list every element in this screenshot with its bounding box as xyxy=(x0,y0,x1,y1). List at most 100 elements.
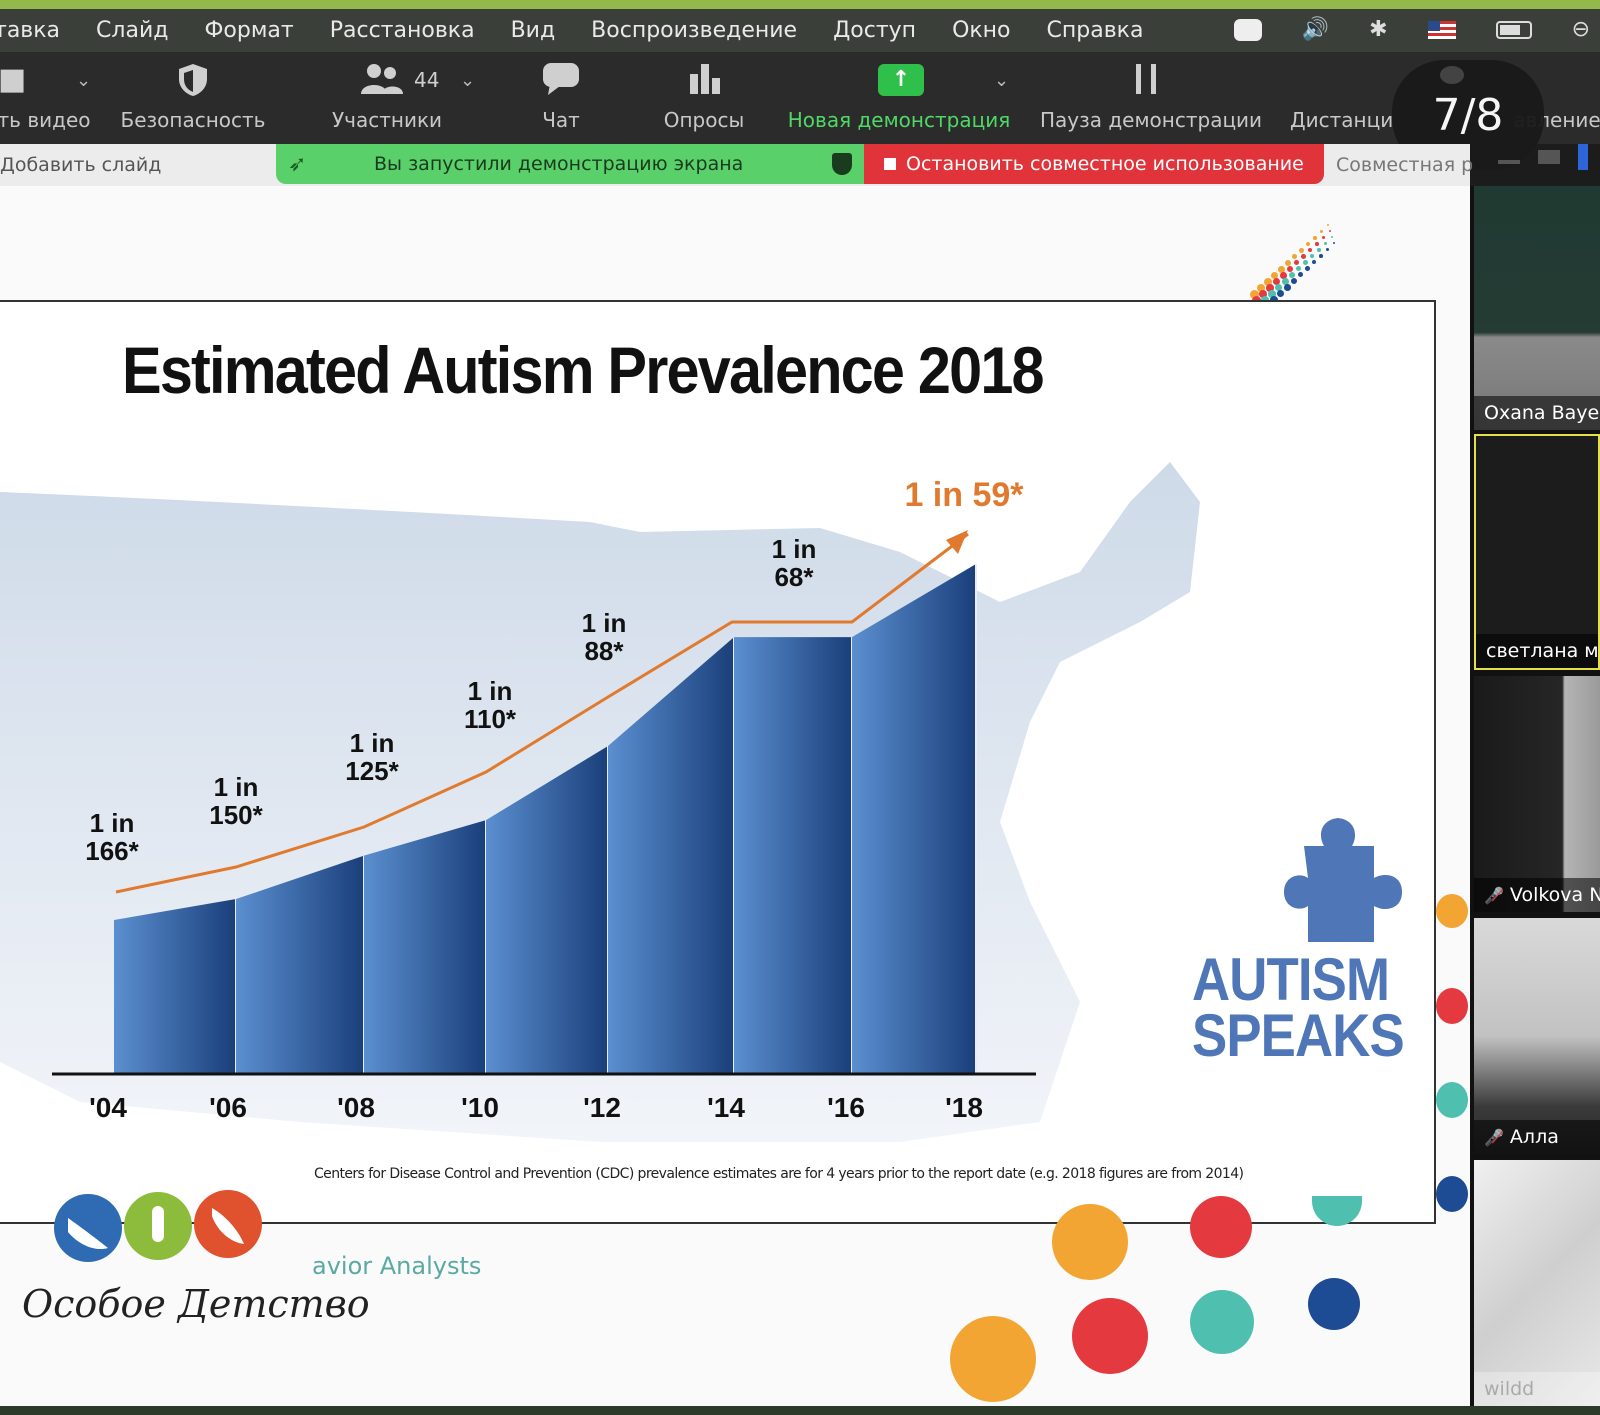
menu-slide[interactable]: Слайд xyxy=(96,18,169,43)
participants-strip: Oxana Baye светлана м 🎤̸ Volkova N 🎤̸ Алла… xyxy=(1470,186,1600,1406)
menu-help[interactable]: Справка xyxy=(1046,18,1144,43)
decorative-dot xyxy=(1296,266,1302,272)
data-label: 1 in xyxy=(582,608,627,638)
decorative-dot xyxy=(1329,230,1332,233)
participant-tile[interactable]: 🎤̸ Алла xyxy=(1474,918,1600,1154)
menu-format[interactable]: Формат xyxy=(204,18,294,43)
decorative-dot xyxy=(1052,1204,1128,1280)
joint-edit-label[interactable]: Совместная р xyxy=(1336,154,1474,176)
window-icon[interactable] xyxy=(1538,150,1560,164)
data-label: 1 in xyxy=(350,728,395,758)
embedded-slide: '04'06'08'10'12'14'16'18 1 in 166* 1 in 150*… xyxy=(0,300,1436,1224)
panel-icon[interactable] xyxy=(1578,144,1588,170)
decorative-dot xyxy=(1270,296,1278,304)
slide-canvas: '04'06'08'10'12'14'16'18 1 in 166* 1 in 150*… xyxy=(0,186,1470,1406)
chevron-down-icon[interactable]: ⌄ xyxy=(994,70,1010,91)
analysts-label: avior Analysts xyxy=(312,1252,482,1280)
x-tick-label: '18 xyxy=(945,1092,983,1123)
bluetooth-icon[interactable]: ✱ xyxy=(1369,17,1388,42)
polls-button[interactable]: Опросы xyxy=(660,52,748,144)
zoom-status-icon[interactable] xyxy=(1233,18,1262,41)
participant-tile[interactable]: 🎤̸ Volkova N xyxy=(1474,676,1600,912)
participant-tile[interactable]: Oxana Baye xyxy=(1474,186,1600,430)
menu-share[interactable]: Доступ xyxy=(833,18,917,43)
decorative-dot xyxy=(1313,236,1317,240)
us-flag-icon[interactable] xyxy=(1427,20,1456,39)
security-button[interactable]: Безопасность xyxy=(120,52,266,144)
x-tick-label: '08 xyxy=(337,1092,375,1123)
autism-speaks-logo: AUTISM SPEAKS xyxy=(1192,946,1405,1069)
menu-play[interactable]: Воспроизведение xyxy=(591,18,798,43)
decorative-dot xyxy=(1273,278,1281,286)
participants-label: Участники xyxy=(331,108,443,132)
x-tick-label: '14 xyxy=(707,1092,745,1123)
decorative-dot xyxy=(1436,988,1468,1024)
add-slide-button[interactable]: Добавить слайд xyxy=(0,154,162,176)
menu-insert[interactable]: тавка xyxy=(0,18,61,43)
participant-name: 🎤̸ Алла xyxy=(1474,1120,1600,1154)
decorative-dot xyxy=(1306,242,1311,247)
sharing-notice-text: Вы запустили демонстрацию экрана xyxy=(374,153,744,175)
data-label: 150* xyxy=(209,800,263,830)
trend-arrow-line xyxy=(115,532,969,894)
stop-square-icon xyxy=(884,158,896,170)
bar-segment xyxy=(114,899,236,1074)
menu-arrange[interactable]: Расстановка xyxy=(329,18,475,43)
chat-button[interactable]: Чат xyxy=(526,52,596,144)
data-label: 88* xyxy=(584,636,624,666)
polls-label: Опросы xyxy=(663,108,745,132)
bar-segment xyxy=(608,637,734,1074)
mic-muted-icon: 🎤̸ xyxy=(1484,1128,1504,1147)
stop-sharing-button[interactable]: Остановить совместное использование xyxy=(864,144,1324,184)
minimize-icon[interactable] xyxy=(1498,160,1520,164)
mic-muted-icon: 🎤̸ xyxy=(1484,886,1504,905)
puzzle-piece-icon xyxy=(1284,818,1402,942)
decorative-dot xyxy=(1257,284,1266,293)
participant-name: Oxana Baye xyxy=(1474,396,1600,430)
volume-icon[interactable]: 🔊 xyxy=(1301,17,1330,42)
decorative-dot xyxy=(1291,278,1297,284)
x-tick-label: '10 xyxy=(461,1092,499,1123)
new-share-button[interactable]: ↑ ⌄ Новая демонстрация xyxy=(786,52,1012,144)
x-tick-label: '12 xyxy=(583,1092,621,1123)
bar-chart-icon xyxy=(690,64,720,94)
menu-view[interactable]: Вид xyxy=(510,18,556,43)
battery-icon[interactable] xyxy=(1495,20,1532,39)
bar-segment xyxy=(852,564,976,1074)
data-label: 166* xyxy=(85,836,139,866)
decorative-dot xyxy=(1275,284,1283,292)
view-controls xyxy=(1498,144,1588,170)
participant-tile[interactable]: wildd xyxy=(1474,1160,1600,1406)
pause-share-button[interactable]: Пауза демонстрации xyxy=(1040,52,1262,144)
participants-button[interactable]: 44 ⌄ Участники xyxy=(330,52,475,144)
decorative-dot xyxy=(1436,894,1468,928)
shield-icon xyxy=(179,64,207,96)
logo-line-2: SPEAKS xyxy=(1192,1002,1405,1069)
security-label: Безопасность xyxy=(120,108,266,132)
decorative-dot xyxy=(1436,1176,1468,1212)
data-label: 1 in xyxy=(772,534,817,564)
participant-tile-active[interactable]: светлана м xyxy=(1474,434,1600,670)
data-label: 1 in xyxy=(90,808,135,838)
decorative-dot xyxy=(1266,284,1274,292)
data-label: 1 in xyxy=(214,772,259,802)
slide-title: Estimated Autism Prevalence 2018 xyxy=(122,333,1045,407)
decorative-dot xyxy=(1303,260,1308,265)
pause-icon xyxy=(1136,64,1156,94)
chevron-down-icon[interactable]: ⌄ xyxy=(76,70,92,91)
link-icon[interactable]: ⊖ xyxy=(1571,17,1590,42)
decorative-dot xyxy=(1308,248,1313,253)
sharing-notice: ➶ Вы запустили демонстрацию экрана xyxy=(276,144,864,184)
video-button[interactable]: ■ ⌄ ть видео xyxy=(0,52,92,144)
logo-line-1: AUTISM xyxy=(1192,946,1390,1013)
decorative-dot xyxy=(1299,248,1304,253)
decorative-dot xyxy=(1294,260,1300,266)
decorative-dot xyxy=(1320,230,1323,233)
chevron-down-icon[interactable]: ⌄ xyxy=(460,70,476,91)
menu-window[interactable]: Окно xyxy=(952,18,1011,43)
decorative-dot xyxy=(1278,266,1285,273)
decorative-dot xyxy=(1292,254,1298,260)
video-camera-icon: ■ xyxy=(0,62,27,97)
decorative-dot xyxy=(1250,290,1259,299)
x-tick-label: '16 xyxy=(827,1092,865,1123)
